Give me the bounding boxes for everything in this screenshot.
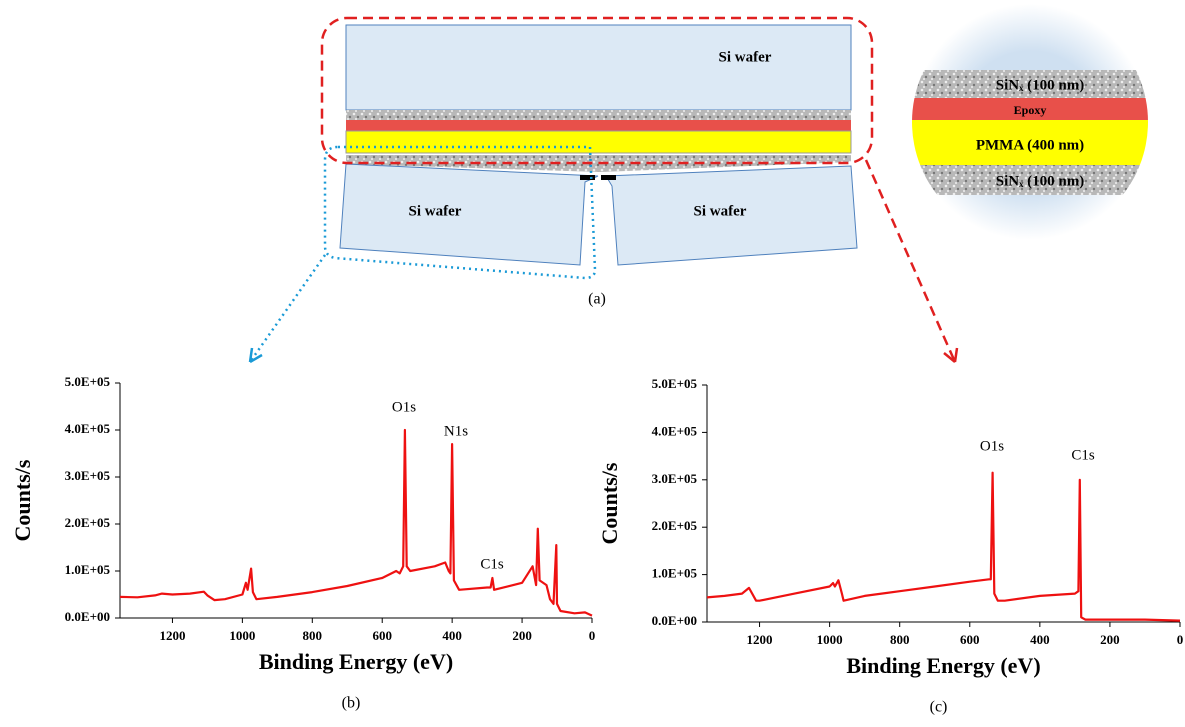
sinx-layer bbox=[346, 110, 851, 120]
x-tick-label: 0 bbox=[589, 628, 596, 643]
y-tick-label: 2.0E+05 bbox=[65, 515, 111, 530]
y-tick-label: 1.0E+05 bbox=[652, 566, 698, 581]
crack bbox=[580, 175, 595, 180]
x-tick-label: 0 bbox=[1177, 632, 1184, 647]
pmma-layer bbox=[346, 131, 851, 153]
x-tick-label: 200 bbox=[1100, 632, 1120, 647]
y-tick-label: 1.0E+05 bbox=[65, 562, 111, 577]
layer-label: SiNₓ (100 nm) bbox=[996, 77, 1084, 93]
x-tick-label: 400 bbox=[1030, 632, 1050, 647]
annotation: C1s bbox=[1071, 447, 1095, 463]
y-tick-label: 0.0E+00 bbox=[65, 609, 110, 624]
y-tick-label: 5.0E+05 bbox=[652, 376, 698, 391]
x-tick-label: 800 bbox=[890, 632, 910, 647]
x-axis-label: Binding Energy (eV) bbox=[846, 653, 1040, 678]
annotation: N1s bbox=[444, 423, 468, 439]
y-axis-label: Counts/s bbox=[597, 462, 622, 544]
y-tick-label: 2.0E+05 bbox=[652, 518, 698, 533]
caption: (b) bbox=[342, 695, 361, 712]
caption: (c) bbox=[930, 699, 948, 716]
spectrum bbox=[707, 473, 1180, 621]
y-tick-label: 4.0E+05 bbox=[65, 421, 111, 436]
label: Si wafer bbox=[719, 49, 772, 65]
crack bbox=[601, 175, 616, 180]
y-tick-label: 0.0E+00 bbox=[652, 613, 697, 628]
x-tick-label: 800 bbox=[303, 628, 323, 643]
x-tick-label: 1000 bbox=[229, 628, 255, 643]
y-tick-label: 3.0E+05 bbox=[652, 471, 698, 486]
spectrum bbox=[120, 430, 592, 616]
y-tick-label: 4.0E+05 bbox=[652, 423, 698, 438]
label: Si wafer bbox=[409, 203, 462, 219]
x-tick-label: 1200 bbox=[747, 632, 773, 647]
figure: Si wafer Si wafer Si wafer SiNₓ (100 nm)… bbox=[0, 0, 1185, 722]
annotation: O1s bbox=[980, 438, 1004, 454]
layer-label: SiNₓ (100 nm) bbox=[996, 173, 1084, 189]
annotation: O1s bbox=[392, 399, 416, 415]
annotation: C1s bbox=[480, 556, 504, 572]
label: Si wafer bbox=[694, 203, 747, 219]
wafer bbox=[346, 25, 851, 110]
x-tick-label: 600 bbox=[960, 632, 980, 647]
layer-label: PMMA (400 nm) bbox=[976, 137, 1084, 153]
wafer bbox=[340, 164, 598, 265]
epoxy-layer bbox=[346, 120, 851, 131]
y-axis-label: Counts/s bbox=[10, 459, 35, 541]
y-tick-label: 5.0E+05 bbox=[65, 374, 111, 389]
x-tick-label: 400 bbox=[442, 628, 462, 643]
layer-label: Epoxy bbox=[1014, 103, 1047, 117]
x-tick-label: 600 bbox=[372, 628, 392, 643]
x-axis-label: Binding Energy (eV) bbox=[259, 649, 453, 674]
arrow bbox=[250, 255, 325, 362]
diagram: Si wafer Si wafer Si wafer SiNₓ (100 nm)… bbox=[250, 4, 1160, 362]
x-tick-label: 1200 bbox=[159, 628, 185, 643]
y-tick-label: 3.0E+05 bbox=[65, 468, 111, 483]
x-tick-label: 1000 bbox=[817, 632, 843, 647]
x-tick-label: 200 bbox=[512, 628, 532, 643]
caption: (a) bbox=[588, 291, 606, 308]
